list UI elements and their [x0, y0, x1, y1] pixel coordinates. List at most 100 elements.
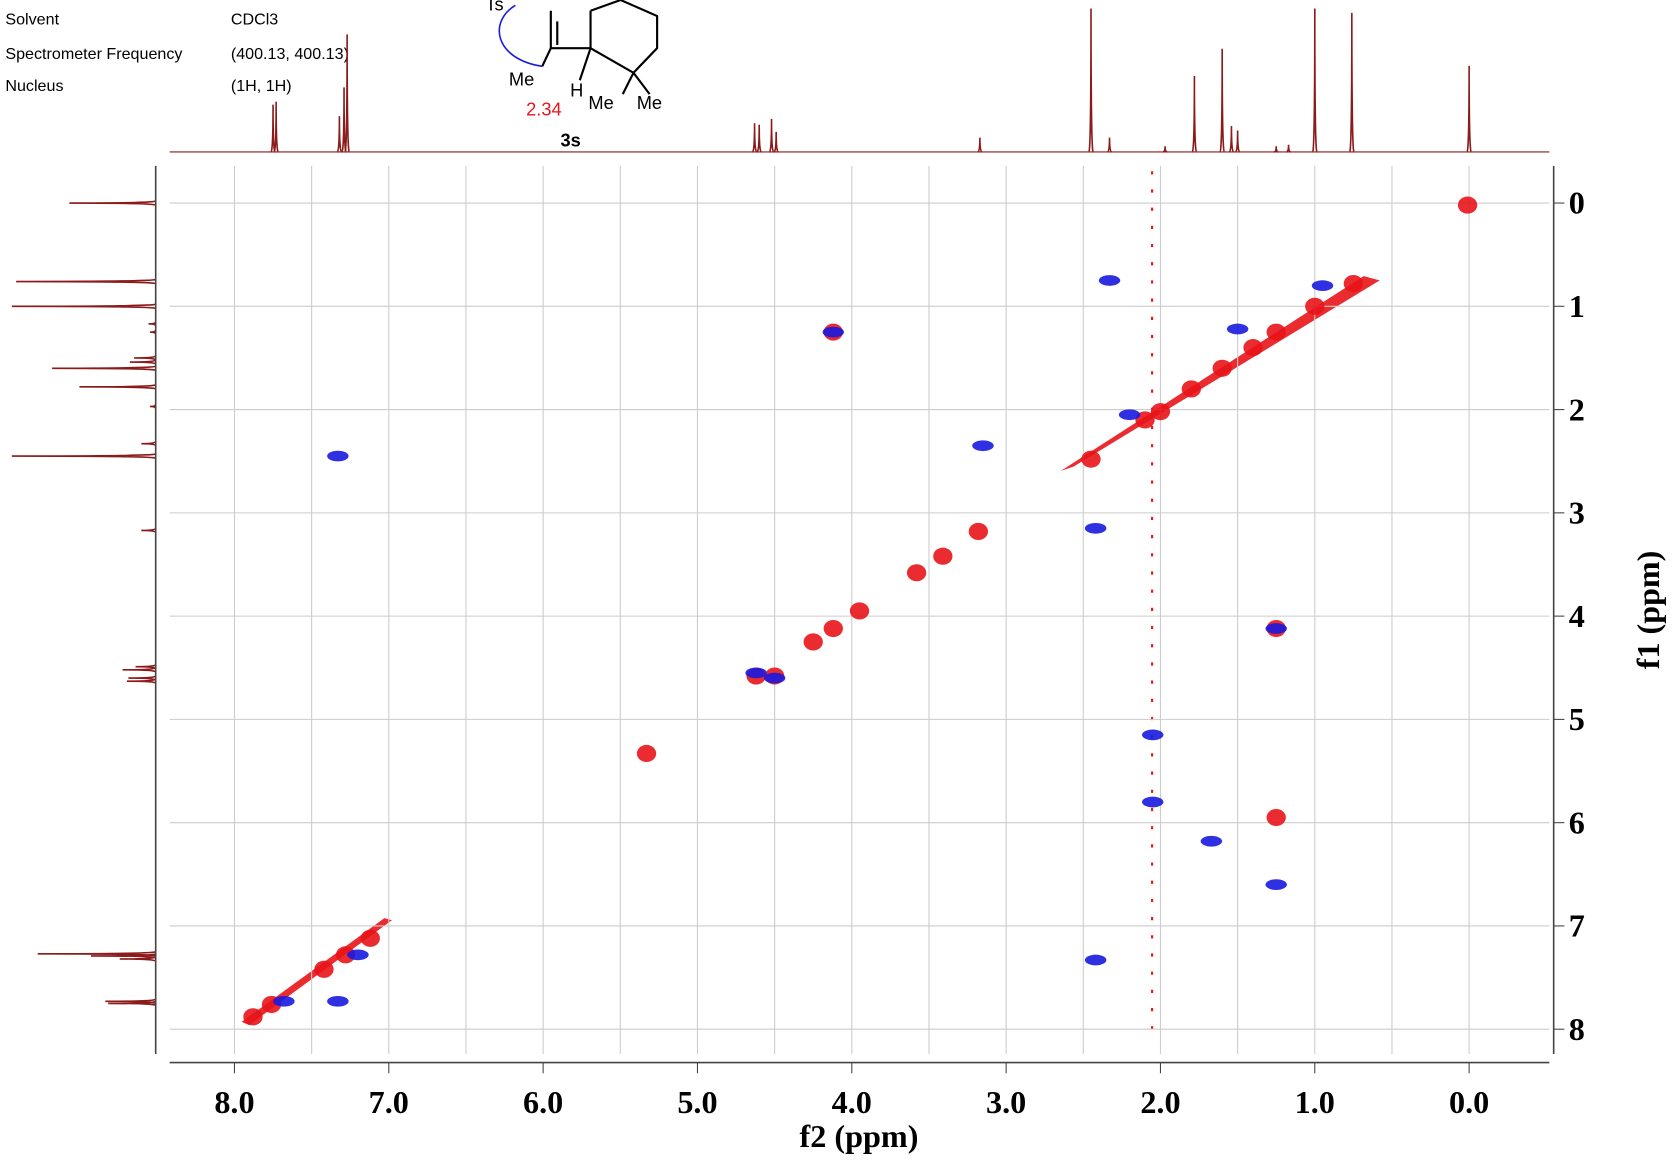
- cross-peak: [1135, 411, 1155, 429]
- param-key: Spectrometer Frequency: [5, 45, 182, 63]
- top-projection-peak: [1191, 75, 1198, 153]
- cross-peak: [243, 1008, 263, 1026]
- cross-peak: [314, 960, 334, 978]
- y-tick-label: 4: [1569, 598, 1585, 634]
- cross-peak: [273, 995, 295, 1007]
- left-projection-peak: [141, 441, 157, 447]
- cross-peak: [1311, 280, 1334, 292]
- x-tick-label: 4.0: [832, 1084, 872, 1120]
- left-projection-peak: [149, 329, 157, 335]
- parameters: Solvent CDCl3 Spectrometer Frequency (40…: [5, 11, 349, 95]
- cross-peak: [1118, 409, 1141, 421]
- cross-peak: [1200, 835, 1223, 847]
- cross-peak: [822, 326, 845, 338]
- x-tick-label: 8.0: [214, 1084, 254, 1120]
- param-key: Solvent: [5, 11, 59, 29]
- x-tick-label: 1.0: [1295, 1084, 1335, 1120]
- bond: [578, 47, 592, 81]
- param-value: (400.13, 400.13): [231, 45, 349, 63]
- param-key: Nucleus: [5, 77, 63, 95]
- cross-peak: [1142, 796, 1164, 808]
- cross-peak: [1266, 808, 1286, 827]
- x-tick-label: 7.0: [369, 1084, 409, 1120]
- cross-peak: [327, 995, 349, 1007]
- bond: [621, 72, 635, 95]
- molecule-shift: 2.34: [526, 100, 562, 120]
- top-projection-peak: [1273, 146, 1279, 153]
- y-tick-label: 8: [1569, 1011, 1585, 1047]
- top-projection-peak: [1162, 146, 1168, 153]
- y-tick-label: 6: [1569, 804, 1585, 840]
- cross-peak: [327, 450, 349, 462]
- peaks: [11, 8, 1478, 1026]
- top-projection-peak: [336, 116, 343, 153]
- x-tick-label: 5.0: [677, 1084, 717, 1120]
- cross-peak: [933, 547, 953, 565]
- cross-peak: [1084, 954, 1107, 966]
- left-projection-peak: [11, 303, 157, 310]
- cross-peak: [1081, 450, 1101, 468]
- x-tick-label: 6.0: [523, 1084, 563, 1120]
- bond: [549, 10, 592, 50]
- cross-peak: [1457, 196, 1478, 214]
- left-projection-peak: [128, 675, 157, 682]
- cross-peak: [849, 602, 870, 620]
- top-projection-peak: [1286, 144, 1291, 153]
- left-projection-peak: [69, 200, 157, 206]
- cross-peak: [1226, 323, 1249, 335]
- cross-peak: [1305, 297, 1325, 315]
- x-tick-label: 0.0: [1449, 1084, 1489, 1120]
- cross-peak: [1084, 522, 1107, 534]
- x-tick-label: 3.0: [986, 1084, 1026, 1120]
- y-tick-label: 5: [1569, 701, 1585, 737]
- diagonal-band: [241, 171, 1380, 1044]
- bond: [541, 47, 552, 67]
- top-projection-peak: [270, 104, 276, 153]
- molecule-label: Ts: [485, 0, 503, 15]
- y-tick-label: 2: [1569, 391, 1585, 427]
- left-projection-peak: [122, 666, 157, 673]
- left-projection-peak: [126, 678, 157, 685]
- cross-peak: [1142, 729, 1164, 741]
- y-axis-label: f1 (ppm): [1630, 551, 1666, 670]
- top-projection-peak: [756, 124, 763, 153]
- x-axis-label: f2 (ppm): [799, 1118, 918, 1154]
- top-projection-peak: [344, 34, 351, 153]
- left-projection-peak: [134, 355, 157, 361]
- molecule-label: Me: [588, 93, 613, 113]
- cross-peak: [1243, 339, 1263, 357]
- left-projection-peak: [148, 321, 157, 327]
- top-projection-peak: [768, 118, 775, 153]
- cross-peak: [968, 522, 989, 540]
- molecule: Ts Me H Me Me 2.34 3s: [485, 0, 662, 151]
- top-projection-peak: [1311, 8, 1318, 153]
- y-tick-label: 3: [1569, 495, 1585, 531]
- cross-peak: [347, 949, 369, 961]
- top-projection-peak: [1088, 8, 1094, 153]
- cross-peak: [972, 440, 994, 452]
- left-projection-peak: [149, 404, 157, 409]
- top-projection-peak: [977, 137, 983, 153]
- cross-peak: [906, 564, 927, 582]
- cross-peak: [763, 672, 786, 684]
- cross-peak: [1343, 275, 1364, 293]
- cross-peak: [1265, 879, 1287, 890]
- param-value: (1H, 1H): [231, 77, 292, 95]
- top-projection-peak: [341, 87, 347, 153]
- left-projection-peak: [105, 998, 157, 1005]
- top-projection-peak: [1235, 130, 1241, 153]
- top-projection-peak: [1228, 126, 1235, 153]
- cross-peak: [1265, 623, 1287, 634]
- cross-peak: [1212, 359, 1232, 377]
- left-projection-peak: [119, 956, 157, 962]
- molecule-bonds: [541, 0, 659, 95]
- cross-peak: [335, 946, 356, 964]
- compound-label: 3s: [560, 131, 580, 151]
- top-projection-peak: [273, 101, 280, 153]
- left-projection-peak: [79, 383, 157, 390]
- left-projection-peak: [37, 950, 157, 957]
- left-projection-peak: [129, 359, 157, 366]
- molecule-label: Me: [509, 70, 534, 90]
